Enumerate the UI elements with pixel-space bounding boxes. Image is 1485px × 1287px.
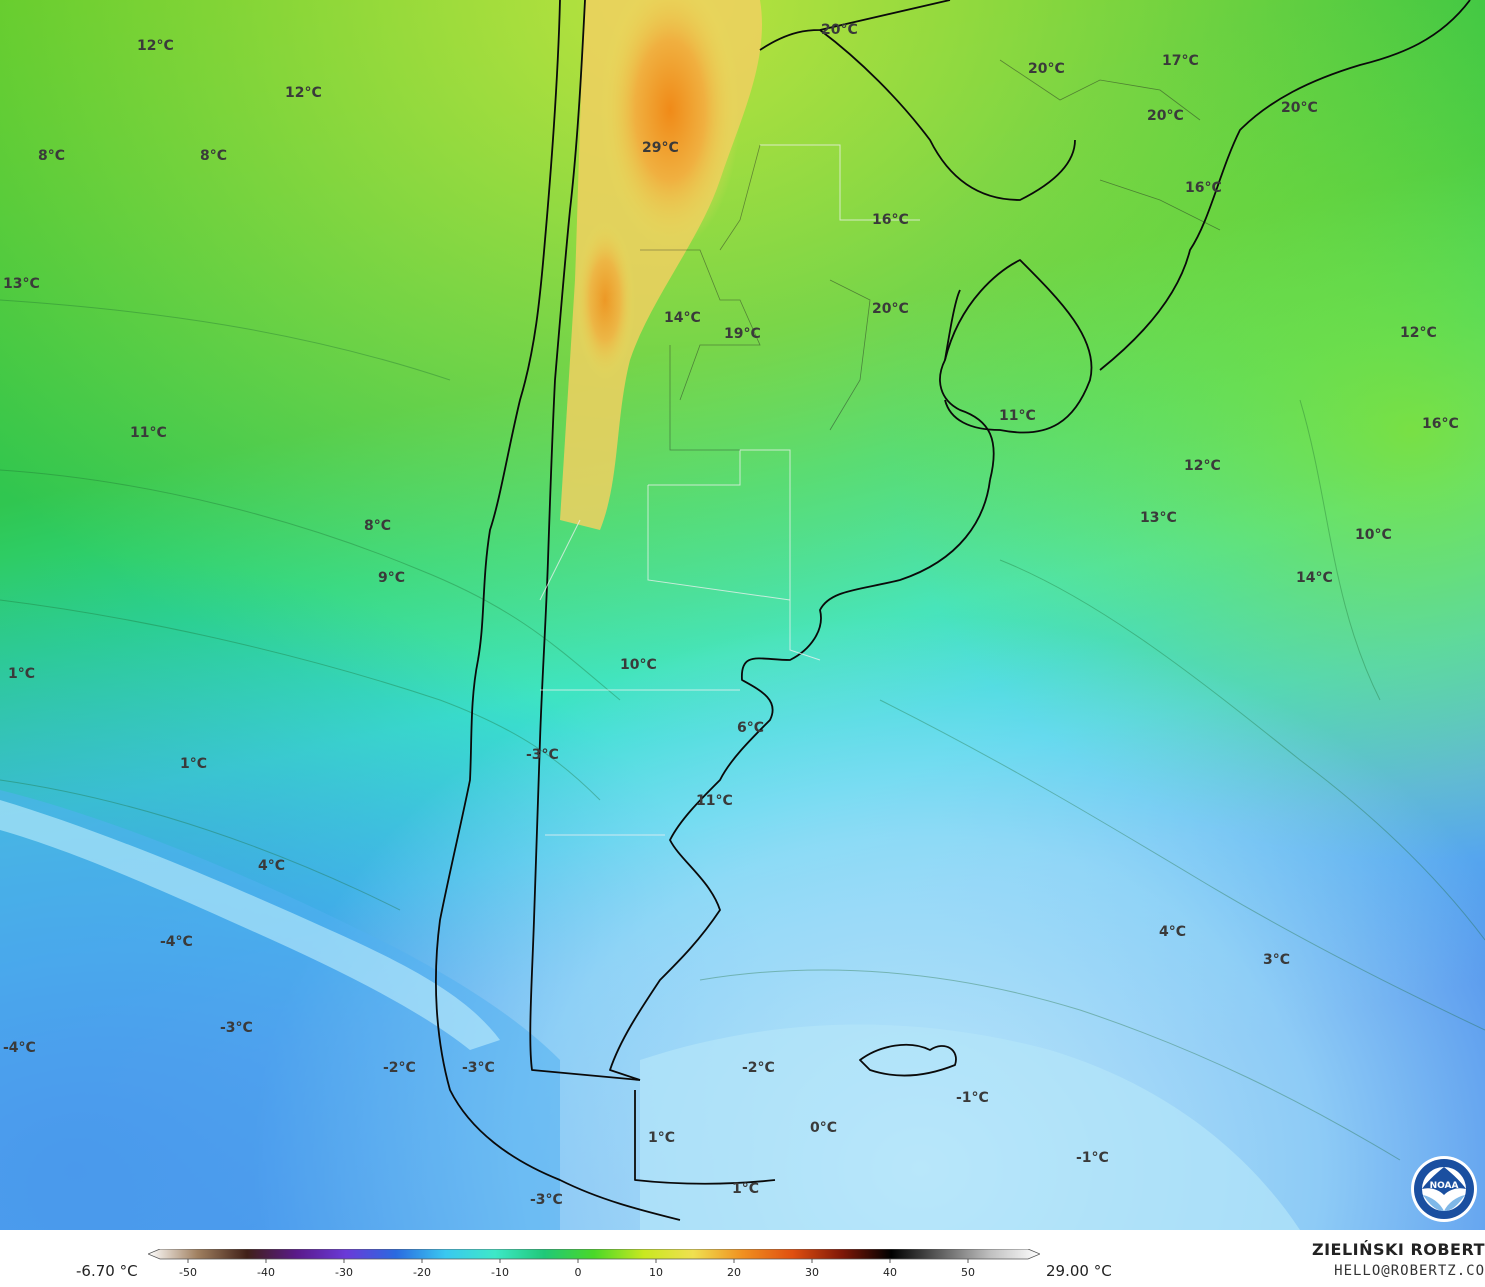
colorbar-tick-label: -40	[257, 1266, 275, 1279]
temp-label: -3°C	[526, 747, 559, 763]
uruguay-border	[944, 259, 1093, 434]
temp-label: 12°C	[1184, 458, 1221, 474]
temp-label: -3°C	[462, 1060, 495, 1076]
temp-label: -2°C	[383, 1060, 416, 1076]
temp-label: 1°C	[732, 1181, 759, 1197]
colorbar-tick-label: 0	[575, 1266, 582, 1279]
province-borders	[539, 144, 920, 836]
argentina-atlantic-coast	[609, 479, 991, 1081]
temp-label: -3°C	[530, 1192, 563, 1208]
temp-label: 8°C	[364, 518, 391, 534]
temp-label: -1°C	[956, 1090, 989, 1106]
temp-label: 4°C	[258, 858, 285, 874]
colorbar-bar	[148, 1249, 1040, 1260]
temp-label: -3°C	[220, 1020, 253, 1036]
temp-label: 11°C	[130, 425, 167, 441]
temp-label: -4°C	[160, 934, 193, 950]
temp-label: 4°C	[1159, 924, 1186, 940]
temp-label: -2°C	[742, 1060, 775, 1076]
temp-label: 13°C	[1140, 510, 1177, 526]
temp-label: 10°C	[620, 657, 657, 673]
temp-label: 20°C	[872, 301, 909, 317]
temp-label: 12°C	[137, 38, 174, 54]
temperature-map: 12°C 12°C 8°C 8°C 13°C 11°C 8°C 9°C 1°C …	[0, 0, 1485, 1230]
temp-label: 12°C	[285, 85, 322, 101]
temp-label: 29°C	[642, 140, 679, 156]
author-email: HELLO@ROBERTZ.CO	[1334, 1263, 1485, 1279]
temp-label: 10°C	[1355, 527, 1392, 543]
temp-label: 1°C	[8, 666, 35, 682]
colorbar-min-label: -6.70 °C	[76, 1262, 138, 1280]
temp-label: 3°C	[1263, 952, 1290, 968]
temp-label: 20°C	[1147, 108, 1184, 124]
andes-hot-core	[600, 0, 740, 250]
temp-label: 11°C	[999, 408, 1036, 424]
cold-band	[0, 790, 560, 1230]
temp-label: 9°C	[378, 570, 405, 586]
colorbar-ticks: -50 -40 -30 -20 -10 0 10 20 30 40 50	[179, 1259, 975, 1279]
temp-label: 8°C	[200, 148, 227, 164]
paraguay-border	[819, 29, 1076, 201]
state-borders	[640, 59, 1221, 451]
temp-label: 1°C	[648, 1130, 675, 1146]
colorbar-tick-label: 10	[649, 1266, 663, 1279]
temp-label: 19°C	[724, 326, 761, 342]
tierra-del-fuego	[634, 1090, 776, 1185]
colorbar-tick-label: 20	[727, 1266, 741, 1279]
colorbar-tick-label: 30	[805, 1266, 819, 1279]
temp-label: -4°C	[3, 1040, 36, 1056]
temp-label: 16°C	[1185, 180, 1222, 196]
colorbar-tick-label: -30	[335, 1266, 353, 1279]
temp-label: 16°C	[872, 212, 909, 228]
temp-label: 16°C	[1422, 416, 1459, 432]
temp-label: 14°C	[664, 310, 701, 326]
temp-label: 8°C	[38, 148, 65, 164]
temp-label: 1°C	[180, 756, 207, 772]
colorbar-tick-label: 40	[883, 1266, 897, 1279]
rio-de-la-plata	[939, 289, 995, 481]
bolivia-paraguay	[759, 0, 951, 51]
colorbar-tick-label: -20	[413, 1266, 431, 1279]
temp-label: -1°C	[1076, 1150, 1109, 1166]
temp-label: 13°C	[3, 276, 40, 292]
temp-label: 17°C	[1162, 53, 1199, 69]
contour-lines	[0, 299, 1485, 1161]
temp-label: 12°C	[1400, 325, 1437, 341]
noaa-logo: NOAA	[1411, 1156, 1477, 1222]
temperature-labels: 12°C 12°C 8°C 8°C 13°C 11°C 8°C 9°C 1°C …	[3, 22, 1459, 1208]
temp-label: 20°C	[1028, 61, 1065, 77]
colorbar-tick-label: -50	[179, 1266, 197, 1279]
chile-argentina-border	[529, 0, 641, 1081]
colorbar-max-label: 29.00 °C	[1046, 1262, 1112, 1280]
falklands	[859, 1043, 957, 1077]
colorbar: -50 -40 -30 -20 -10 0 10 20 30 40 50	[148, 1249, 1040, 1279]
noaa-logo-text: NOAA	[1430, 1181, 1459, 1191]
temp-label: 14°C	[1296, 570, 1333, 586]
colorbar-tick-label: -10	[491, 1266, 509, 1279]
temp-label: 0°C	[810, 1120, 837, 1136]
colorbar-tick-label: 50	[961, 1266, 975, 1279]
cold-south-ocean	[640, 1024, 1300, 1230]
andes-hot-south	[575, 220, 635, 380]
author-name: ZIELIŃSKI ROBERT	[1311, 1240, 1485, 1259]
temp-label: 11°C	[696, 793, 733, 809]
temp-label: 20°C	[1281, 100, 1318, 116]
temp-label: 6°C	[737, 720, 764, 736]
temp-label: 20°C	[821, 22, 858, 38]
country-borders	[435, 0, 1471, 1221]
cold-band-light	[0, 800, 500, 1050]
brazil-coast	[1099, 0, 1471, 371]
chile-coast	[435, 0, 681, 1221]
